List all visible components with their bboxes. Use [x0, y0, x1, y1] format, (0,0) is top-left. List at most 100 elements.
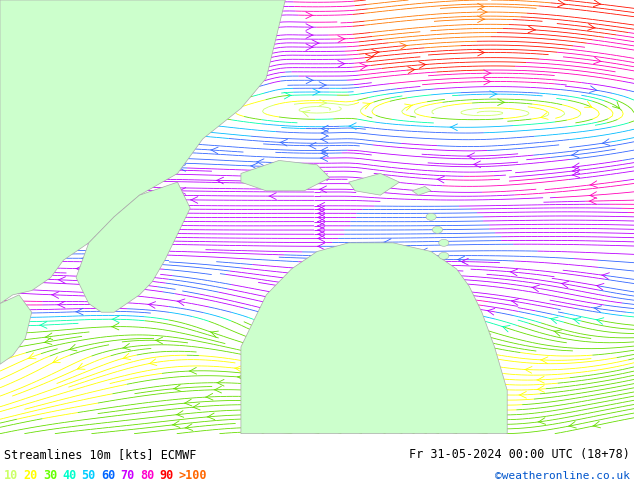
FancyArrowPatch shape	[214, 386, 221, 393]
FancyArrowPatch shape	[186, 84, 194, 90]
FancyArrowPatch shape	[320, 155, 328, 161]
Text: 70: 70	[120, 469, 134, 483]
FancyArrowPatch shape	[309, 176, 316, 183]
Text: Fr 31-05-2024 00:00 UTC (18+78): Fr 31-05-2024 00:00 UTC (18+78)	[409, 448, 630, 461]
FancyArrowPatch shape	[510, 269, 517, 276]
FancyArrowPatch shape	[69, 116, 77, 122]
FancyArrowPatch shape	[320, 358, 328, 365]
FancyArrowPatch shape	[246, 424, 254, 431]
Polygon shape	[76, 182, 190, 312]
FancyArrowPatch shape	[519, 392, 526, 398]
FancyArrowPatch shape	[235, 366, 242, 372]
FancyArrowPatch shape	[317, 218, 325, 225]
Text: 30: 30	[43, 469, 57, 483]
FancyArrowPatch shape	[51, 292, 59, 298]
FancyArrowPatch shape	[502, 325, 510, 332]
FancyArrowPatch shape	[121, 69, 129, 75]
Text: Streamlines 10m [kts] ECMWF: Streamlines 10m [kts] ECMWF	[4, 448, 197, 461]
FancyArrowPatch shape	[177, 299, 185, 306]
Text: ©weatheronline.co.uk: ©weatheronline.co.uk	[495, 471, 630, 481]
FancyArrowPatch shape	[477, 49, 485, 56]
FancyArrowPatch shape	[338, 60, 346, 67]
FancyArrowPatch shape	[571, 151, 579, 158]
FancyArrowPatch shape	[467, 153, 474, 159]
FancyArrowPatch shape	[321, 125, 328, 132]
FancyArrowPatch shape	[34, 269, 41, 275]
FancyArrowPatch shape	[149, 359, 157, 366]
Text: 20: 20	[23, 469, 37, 483]
FancyArrowPatch shape	[313, 89, 320, 96]
FancyArrowPatch shape	[457, 256, 465, 263]
FancyArrowPatch shape	[370, 315, 377, 321]
FancyArrowPatch shape	[317, 206, 325, 213]
FancyArrowPatch shape	[366, 54, 373, 61]
FancyArrowPatch shape	[450, 124, 458, 131]
FancyArrowPatch shape	[593, 421, 600, 428]
FancyArrowPatch shape	[419, 62, 427, 68]
FancyArrowPatch shape	[317, 222, 325, 229]
FancyArrowPatch shape	[269, 193, 276, 199]
FancyArrowPatch shape	[594, 306, 602, 312]
FancyArrowPatch shape	[602, 273, 609, 279]
FancyArrowPatch shape	[178, 188, 186, 194]
Polygon shape	[241, 160, 330, 191]
FancyArrowPatch shape	[511, 299, 519, 305]
Text: 40: 40	[62, 469, 77, 483]
FancyArrowPatch shape	[477, 16, 485, 23]
FancyArrowPatch shape	[317, 202, 325, 209]
FancyArrowPatch shape	[404, 104, 413, 110]
FancyArrowPatch shape	[320, 174, 327, 180]
FancyArrowPatch shape	[317, 227, 325, 233]
FancyArrowPatch shape	[210, 331, 219, 338]
FancyArrowPatch shape	[316, 333, 325, 340]
FancyArrowPatch shape	[317, 214, 325, 221]
FancyArrowPatch shape	[184, 399, 192, 406]
Text: >100: >100	[179, 469, 207, 483]
FancyArrowPatch shape	[490, 91, 497, 98]
FancyArrowPatch shape	[473, 161, 481, 168]
FancyArrowPatch shape	[588, 24, 595, 30]
Text: 10: 10	[4, 469, 18, 483]
Text: 50: 50	[82, 469, 96, 483]
Polygon shape	[349, 173, 399, 195]
FancyArrowPatch shape	[250, 163, 258, 170]
FancyArrowPatch shape	[537, 376, 544, 383]
FancyArrowPatch shape	[205, 393, 213, 400]
FancyArrowPatch shape	[180, 94, 188, 101]
FancyArrowPatch shape	[306, 77, 313, 84]
FancyArrowPatch shape	[420, 248, 427, 255]
FancyArrowPatch shape	[470, 336, 478, 343]
FancyArrowPatch shape	[437, 176, 444, 183]
FancyArrowPatch shape	[318, 252, 325, 259]
FancyArrowPatch shape	[312, 40, 320, 47]
FancyArrowPatch shape	[410, 334, 418, 340]
FancyArrowPatch shape	[320, 260, 327, 266]
FancyArrowPatch shape	[77, 363, 85, 369]
FancyArrowPatch shape	[29, 98, 35, 106]
FancyArrowPatch shape	[176, 411, 184, 417]
FancyArrowPatch shape	[528, 26, 536, 33]
FancyArrowPatch shape	[284, 92, 292, 99]
FancyArrowPatch shape	[321, 150, 328, 156]
FancyArrowPatch shape	[408, 67, 415, 74]
FancyArrowPatch shape	[306, 12, 313, 19]
FancyArrowPatch shape	[172, 421, 180, 427]
FancyArrowPatch shape	[299, 422, 306, 429]
FancyArrowPatch shape	[590, 181, 597, 188]
FancyArrowPatch shape	[237, 374, 245, 381]
FancyArrowPatch shape	[363, 103, 371, 109]
FancyArrowPatch shape	[82, 255, 89, 262]
FancyArrowPatch shape	[306, 44, 313, 50]
FancyArrowPatch shape	[384, 239, 391, 245]
FancyArrowPatch shape	[217, 379, 224, 386]
Polygon shape	[412, 187, 431, 195]
FancyArrowPatch shape	[297, 286, 304, 293]
FancyArrowPatch shape	[249, 360, 257, 367]
FancyArrowPatch shape	[320, 147, 328, 154]
FancyArrowPatch shape	[173, 385, 181, 392]
FancyArrowPatch shape	[449, 406, 457, 412]
FancyArrowPatch shape	[424, 271, 431, 278]
FancyArrowPatch shape	[309, 143, 316, 149]
FancyArrowPatch shape	[69, 344, 77, 351]
FancyArrowPatch shape	[122, 353, 131, 360]
